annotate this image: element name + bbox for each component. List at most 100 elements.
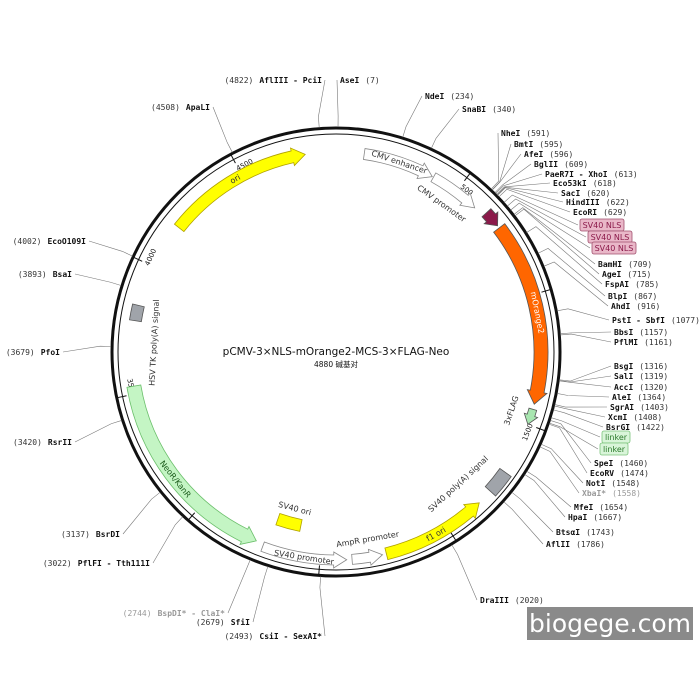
site-leader — [74, 420, 122, 443]
site-name: NotI — [586, 479, 605, 488]
site-label: XbaI* (1558) — [582, 489, 641, 498]
site-name: SfiI — [231, 617, 250, 627]
site-position: (340) — [492, 105, 516, 114]
feature-label: SV40 promoter — [273, 548, 335, 566]
tick-mark — [230, 154, 236, 164]
site-label: SgrAI (1403) — [610, 403, 669, 412]
site-label: (3022) PflFI - Tth111I — [43, 559, 150, 568]
tick-mark — [318, 565, 320, 576]
site-position: (618) — [593, 179, 617, 188]
site-position: (1548) — [611, 479, 640, 488]
site-leader — [122, 492, 161, 535]
site-leader — [62, 345, 112, 353]
site-name: DraIII — [480, 596, 509, 605]
site-label: DraIII (2020) — [480, 596, 544, 605]
site-label: BbsI (1157) — [614, 328, 668, 337]
site-position: (7) — [365, 76, 379, 85]
site-position: (4002) — [13, 237, 42, 246]
site-position: (3022) — [43, 559, 72, 568]
site-position: (1474) — [620, 469, 649, 478]
site-label: (4822) AflIII - PciI — [224, 75, 322, 85]
site-label: BlpI (867) — [608, 292, 657, 301]
site-position: (596) — [549, 150, 573, 159]
site-leader — [336, 79, 339, 128]
site-leader — [152, 516, 183, 564]
site-position: (1403) — [640, 403, 669, 412]
feature-label: HSV TK poly(A) signal — [148, 299, 161, 386]
site-leader — [559, 365, 612, 382]
site-name: BsaI — [53, 270, 72, 279]
site-label: BsgI (1316) — [614, 362, 668, 371]
feature-arrow — [523, 407, 539, 425]
tag-box — [591, 241, 637, 255]
site-position: (1422) — [636, 423, 665, 432]
site-label: AleI (1364) — [612, 393, 666, 402]
tick-mark — [464, 172, 471, 182]
site-leader — [451, 544, 478, 601]
site-name: CsiI - SexAI* — [259, 631, 322, 641]
site-label: MfeI (1654) — [574, 503, 628, 512]
site-position: (785) — [635, 280, 659, 289]
site-label: BsrGI (1422) — [606, 423, 665, 432]
site-leader — [550, 420, 592, 464]
site-name: BsrDI — [96, 530, 120, 539]
site-name: FspAI — [605, 280, 629, 289]
site-position: (1316) — [639, 362, 668, 371]
site-leader — [553, 409, 604, 428]
feature-arrow — [362, 148, 433, 179]
site-name: BsgI — [614, 362, 633, 371]
site-name: HindIII — [566, 197, 600, 207]
site-label: (4508) ApaLI — [151, 103, 210, 112]
site-position: (1654) — [599, 503, 628, 512]
site-name: PfoI — [41, 348, 60, 357]
outer-ring — [110, 126, 562, 578]
tag-label: SV40 NLS — [595, 244, 634, 253]
site-leader — [496, 182, 551, 195]
site-name: AleI — [612, 393, 631, 402]
site-label: NotI (1548) — [586, 479, 640, 488]
site-label: SalI (1319) — [614, 372, 668, 381]
site-position: (916) — [636, 302, 660, 311]
site-label: AhdI (916) — [611, 302, 660, 311]
site-label: PaeR7I - XhoI (613) — [545, 170, 638, 179]
site-leader — [491, 143, 512, 191]
watermark: biogege.com — [529, 609, 691, 638]
tick-mark — [541, 288, 552, 293]
site-name: BsrGI — [606, 423, 630, 432]
site-name: AseI — [340, 76, 359, 85]
site-name: AflII — [546, 540, 570, 549]
site-name: BmtI — [514, 140, 533, 149]
site-position: (2679) — [196, 618, 225, 627]
site-name: BbsI — [614, 328, 633, 337]
site-position: (609) — [564, 160, 588, 169]
site-leader — [402, 95, 423, 138]
feature-arrow — [126, 384, 257, 545]
site-position: (2020) — [515, 596, 544, 605]
site-position: (620) — [586, 189, 610, 198]
site-position: (715) — [627, 270, 651, 279]
site-name: PstI - SbfI — [612, 316, 665, 325]
site-name: RsrII — [48, 438, 72, 447]
feature-arrow — [351, 548, 384, 566]
site-label: AseI (7) — [340, 76, 380, 85]
site-name: NdeI — [425, 92, 444, 101]
site-leader — [514, 208, 600, 275]
tag-box — [599, 442, 629, 456]
site-position: (2744) — [123, 609, 152, 618]
site-position: (1320) — [639, 383, 668, 392]
site-name: BglII — [534, 160, 558, 169]
site-name: PaeR7I - XhoI — [545, 170, 608, 179]
site-position: (4508) — [151, 103, 180, 112]
site-label: AgeI (715) — [602, 270, 651, 279]
site-leader — [88, 240, 133, 257]
site-position: (4822) — [224, 76, 253, 85]
site-leader — [554, 405, 606, 418]
site-leader — [74, 273, 122, 286]
site-leader — [491, 153, 522, 191]
tag-label: linker — [605, 433, 628, 442]
feature-label: 3xFLAG — [502, 395, 520, 427]
site-leader — [526, 226, 603, 285]
site-leader — [497, 187, 564, 203]
map-subtitle: 4880 碱基对 — [314, 359, 358, 369]
